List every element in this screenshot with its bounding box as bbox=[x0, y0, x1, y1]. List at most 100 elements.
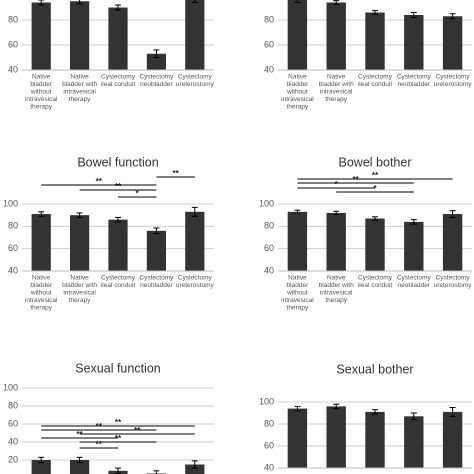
bar bbox=[146, 53, 166, 70]
y-tick-label: 40 bbox=[8, 265, 18, 275]
bar bbox=[365, 218, 385, 271]
y-tick-label: 60 bbox=[8, 243, 18, 253]
error-bar bbox=[115, 216, 121, 223]
panel-title: Sexual bother bbox=[336, 362, 413, 376]
x-tick-label: ileal conduit bbox=[358, 81, 393, 88]
x-tick-label: bladder bbox=[287, 81, 310, 88]
error-bar bbox=[38, 0, 45, 6]
significance-label: * bbox=[136, 189, 140, 198]
x-tick-label: bladder bbox=[30, 81, 53, 88]
error-bar bbox=[153, 227, 160, 235]
bar bbox=[287, 211, 308, 271]
y-tick-label: 60 bbox=[264, 440, 274, 450]
error-bar bbox=[410, 412, 417, 421]
x-tick-label: neobladder bbox=[398, 81, 431, 88]
bar bbox=[31, 460, 51, 474]
x-tick-label: ureterostomy bbox=[434, 81, 473, 88]
bar bbox=[70, 460, 90, 474]
x-tick-label: intravesical bbox=[63, 290, 96, 297]
y-tick-label: 40 bbox=[264, 462, 274, 472]
x-tick-label: without bbox=[30, 89, 52, 96]
error-bar bbox=[372, 216, 378, 221]
y-tick-label: 40 bbox=[264, 64, 274, 74]
y-tick-label: 40 bbox=[8, 64, 18, 74]
x-tick-label: ureterostomy bbox=[176, 81, 215, 88]
bar bbox=[326, 2, 346, 70]
x-tick-label: Native bbox=[327, 74, 346, 81]
bar bbox=[365, 12, 385, 70]
y-tick-label: 100 bbox=[3, 382, 18, 392]
y-tick-label: 100 bbox=[259, 198, 274, 208]
x-tick-label: Cystectomy bbox=[397, 275, 432, 282]
significance-label: ** bbox=[96, 440, 103, 449]
x-tick-label: bladder bbox=[287, 282, 310, 289]
x-tick-label: Cystectomy bbox=[397, 74, 432, 81]
error-bar bbox=[76, 456, 83, 464]
error-bar bbox=[449, 13, 456, 20]
significance-label: ** bbox=[115, 182, 122, 191]
x-tick-label: Native bbox=[288, 74, 307, 81]
x-tick-label: Cystectomy bbox=[101, 275, 136, 282]
significance-label: ** bbox=[76, 430, 83, 439]
bar bbox=[70, 1, 90, 70]
x-tick-label: Native bbox=[327, 275, 346, 282]
bar bbox=[108, 7, 128, 70]
error-bar bbox=[191, 460, 198, 469]
x-tick-label: bladder with bbox=[62, 81, 97, 88]
error-bar bbox=[449, 407, 456, 417]
error-bar bbox=[191, 206, 198, 217]
x-tick-label: therapy bbox=[30, 305, 52, 312]
error-bar bbox=[449, 210, 456, 218]
x-tick-label: bladder bbox=[30, 282, 53, 289]
x-tick-label: therapy bbox=[69, 96, 91, 103]
y-tick-label: 40 bbox=[264, 265, 274, 275]
y-tick-label: 60 bbox=[264, 39, 274, 49]
significance-label: ** bbox=[96, 177, 103, 186]
bar bbox=[70, 215, 90, 271]
x-tick-label: intravesical bbox=[281, 297, 314, 304]
x-tick-label: intravesical bbox=[25, 96, 58, 103]
x-tick-label: therapy bbox=[325, 297, 347, 304]
significance-label: ** bbox=[134, 426, 141, 435]
x-tick-label: intravesical bbox=[63, 89, 96, 96]
x-tick-label: neobladder bbox=[398, 282, 431, 289]
x-tick-label: Cystectomy bbox=[139, 74, 174, 81]
y-tick-label: 80 bbox=[8, 400, 18, 410]
x-tick-label: therapy bbox=[287, 104, 309, 111]
error-bar bbox=[76, 0, 83, 5]
x-tick-label: ileal conduit bbox=[358, 282, 393, 289]
error-bar bbox=[191, 0, 198, 3]
y-tick-label: 80 bbox=[264, 221, 274, 231]
x-tick-label: intravesical bbox=[25, 297, 58, 304]
error-bar bbox=[333, 403, 340, 410]
x-tick-label: Cystectomy bbox=[178, 275, 213, 282]
x-tick-label: Cystectomy bbox=[436, 275, 471, 282]
bar bbox=[326, 406, 346, 468]
x-tick-label: bladder with bbox=[319, 81, 354, 88]
significance-label: ** bbox=[96, 422, 103, 431]
bar bbox=[185, 211, 205, 271]
x-tick-label: therapy bbox=[287, 305, 309, 312]
significance-label: ** bbox=[115, 418, 122, 427]
bar bbox=[108, 219, 128, 271]
x-tick-label: without bbox=[286, 290, 308, 297]
x-tick-label: Cystectomy bbox=[178, 74, 213, 81]
error-bar bbox=[38, 456, 45, 464]
error-bar bbox=[38, 211, 45, 217]
y-tick-label: 100 bbox=[3, 198, 18, 208]
bar bbox=[365, 411, 385, 468]
x-tick-label: Native bbox=[32, 74, 51, 81]
y-tick-label: 0 bbox=[13, 472, 18, 474]
panel-title: Bowel function bbox=[77, 155, 158, 169]
x-tick-label: Cystectomy bbox=[358, 74, 393, 81]
x-tick-label: without bbox=[30, 290, 52, 297]
error-bar bbox=[410, 219, 417, 225]
x-tick-label: ileal conduit bbox=[101, 81, 136, 88]
x-tick-label: intravesical bbox=[320, 89, 353, 96]
y-tick-label: 80 bbox=[8, 221, 18, 231]
bar bbox=[442, 16, 463, 70]
error-bar bbox=[294, 405, 301, 412]
significance-label: ** bbox=[172, 169, 179, 178]
significance-label: ** bbox=[372, 171, 379, 180]
